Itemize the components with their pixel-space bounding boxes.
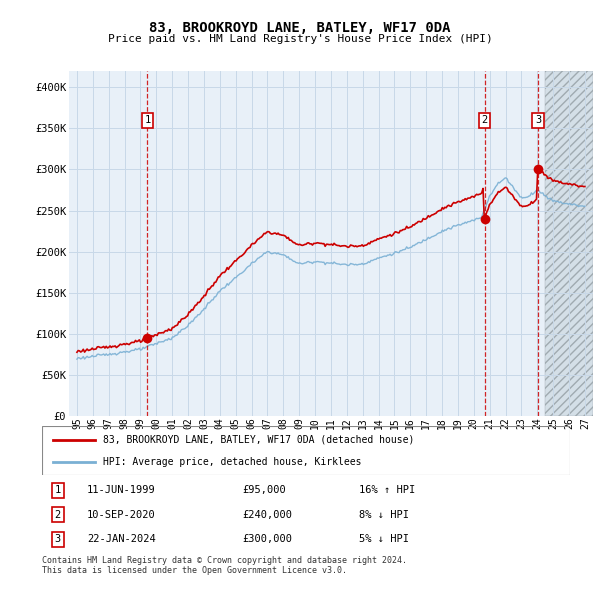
Text: £95,000: £95,000 [242, 486, 286, 496]
Text: 1: 1 [144, 115, 151, 125]
Text: 5% ↓ HPI: 5% ↓ HPI [359, 534, 409, 544]
Text: 8% ↓ HPI: 8% ↓ HPI [359, 510, 409, 520]
Text: 3: 3 [535, 115, 541, 125]
Bar [545, 71, 593, 416]
Text: This data is licensed under the Open Government Licence v3.0.: This data is licensed under the Open Gov… [42, 566, 347, 575]
Text: 2: 2 [482, 115, 488, 125]
Text: £240,000: £240,000 [242, 510, 293, 520]
Bar [545, 71, 593, 416]
Text: 83, BROOKROYD LANE, BATLEY, WF17 0DA: 83, BROOKROYD LANE, BATLEY, WF17 0DA [149, 21, 451, 35]
Text: HPI: Average price, detached house, Kirklees: HPI: Average price, detached house, Kirk… [103, 457, 361, 467]
Text: Contains HM Land Registry data © Crown copyright and database right 2024.: Contains HM Land Registry data © Crown c… [42, 556, 407, 565]
Text: 22-JAN-2024: 22-JAN-2024 [87, 534, 155, 544]
Text: 10-SEP-2020: 10-SEP-2020 [87, 510, 155, 520]
Text: 16% ↑ HPI: 16% ↑ HPI [359, 486, 415, 496]
Text: 83, BROOKROYD LANE, BATLEY, WF17 0DA (detached house): 83, BROOKROYD LANE, BATLEY, WF17 0DA (de… [103, 435, 414, 445]
Text: 11-JUN-1999: 11-JUN-1999 [87, 486, 155, 496]
Text: 2: 2 [55, 510, 61, 520]
Text: 1: 1 [55, 486, 61, 496]
Text: £300,000: £300,000 [242, 534, 293, 544]
Text: 3: 3 [55, 534, 61, 544]
Text: Price paid vs. HM Land Registry's House Price Index (HPI): Price paid vs. HM Land Registry's House … [107, 34, 493, 44]
